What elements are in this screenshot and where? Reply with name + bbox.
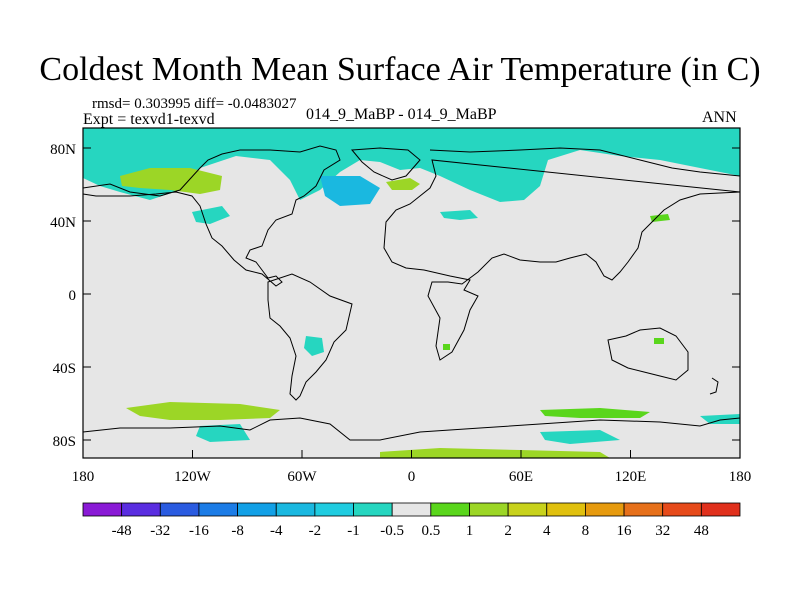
colorbar-label: -0.5 (380, 523, 404, 539)
colorbar-label: -1 (347, 523, 360, 539)
lon-label-120w: 120W (174, 469, 212, 485)
colorbar-swatch (700, 502, 741, 517)
colorbar-label: -8 (231, 523, 244, 539)
map-title: Coldest Month Mean Surface Air Temperatu… (39, 51, 761, 88)
colorbar-label: -48 (112, 523, 132, 539)
stats-text: rmsd= 0.303995 diff= -0.0483027 (92, 96, 297, 112)
coastlines (82, 145, 741, 441)
lon-label-180w: 180 (72, 469, 95, 485)
colorbar-swatch (237, 502, 277, 517)
coast-antarctica (82, 417, 741, 441)
patch-amazon-neg (304, 336, 324, 356)
lat-label-80n: 80N (50, 142, 76, 158)
colorbar-label: 8 (582, 523, 590, 539)
patch-north-atlantic-neg (320, 176, 380, 206)
lon-label-60w: 60W (287, 469, 317, 485)
lat-ticks (83, 147, 740, 441)
anomaly-patches (83, 128, 740, 458)
lon-labels: 180 120W 60W 0 60E 120E 180 (72, 469, 752, 485)
lat-labels: 80N 40N 0 40S 80S (50, 142, 76, 450)
colorbar-label: 32 (655, 523, 670, 539)
patch-siberia-pos (386, 178, 420, 190)
colorbar-label: -16 (189, 523, 209, 539)
colorbar-swatch (314, 502, 354, 517)
lon-label-180e: 180 (729, 469, 752, 485)
colorbar-swatch (82, 502, 123, 517)
colorbar-swatch (121, 502, 161, 517)
patch-australia-pos (654, 338, 664, 344)
case-label: 014_9_MaBP - 014_9_MaBP (306, 106, 497, 123)
lon-label-60e: 60E (509, 469, 533, 485)
patch-southern-ocean-pos (126, 402, 280, 420)
colorbar-swatch (159, 502, 200, 517)
colorbar-label: 1 (466, 523, 474, 539)
colorbar-label: 16 (617, 523, 633, 539)
colorbar-label: 2 (504, 523, 512, 539)
colorbar-label: -4 (270, 523, 283, 539)
lat-label-80s: 80S (53, 434, 76, 450)
patch-asia-neg (440, 210, 478, 220)
patch-africa-pos (443, 344, 450, 350)
patch-southern-ocean-pos-2 (540, 408, 650, 418)
map-panel (82, 127, 741, 459)
colorbar-swatch (507, 502, 548, 517)
patch-ne-pacific-pos (120, 168, 222, 194)
colorbar-swatch (353, 502, 393, 517)
patch-antarctic-neg-3 (700, 414, 740, 424)
experiment-label: Expt = texvd1-texvd (83, 111, 215, 128)
colorbar-swatch (623, 502, 664, 517)
colorbar-label: 48 (694, 523, 709, 539)
colorbar-swatch (662, 502, 702, 517)
colorbar-swatch (430, 502, 470, 517)
coast-new-zealand (709, 377, 719, 395)
colorbar-label: 0.5 (421, 523, 440, 539)
colorbar-swatch (391, 502, 432, 517)
lon-label-0: 0 (408, 469, 416, 485)
coast-north-america (82, 145, 341, 287)
season-label: ANN (702, 109, 737, 126)
colorbar-label: -32 (150, 523, 170, 539)
coast-south-america (267, 273, 353, 401)
lon-ticks (82, 450, 741, 458)
colorbar: -48 -32 -16 -8 -4 -2 -1 -0.5 0.5 1 2 4 8 16 32 48 (82, 502, 741, 539)
colorbar-label: 4 (543, 523, 551, 539)
patch-arctic-neg (83, 128, 740, 202)
coast-eurasia-africa (383, 147, 741, 361)
colorbar-swatch (275, 502, 316, 517)
colorbar-swatch (546, 502, 586, 517)
lat-label-0: 0 (69, 288, 77, 304)
coast-greenland (350, 147, 421, 181)
lat-label-40n: 40N (50, 215, 76, 231)
colorbar-swatch (469, 502, 509, 517)
patch-antarctic-pos (380, 448, 610, 458)
colorbar-swatch (585, 502, 625, 517)
patch-antarctic-neg-2 (540, 430, 620, 444)
lat-label-40s: 40S (53, 361, 76, 377)
colorbar-swatch (198, 502, 238, 517)
patch-nw-pacific-pos (650, 214, 670, 222)
lon-label-120e: 120E (615, 469, 647, 485)
coast-australia (607, 327, 689, 381)
colorbar-label: -2 (309, 523, 322, 539)
